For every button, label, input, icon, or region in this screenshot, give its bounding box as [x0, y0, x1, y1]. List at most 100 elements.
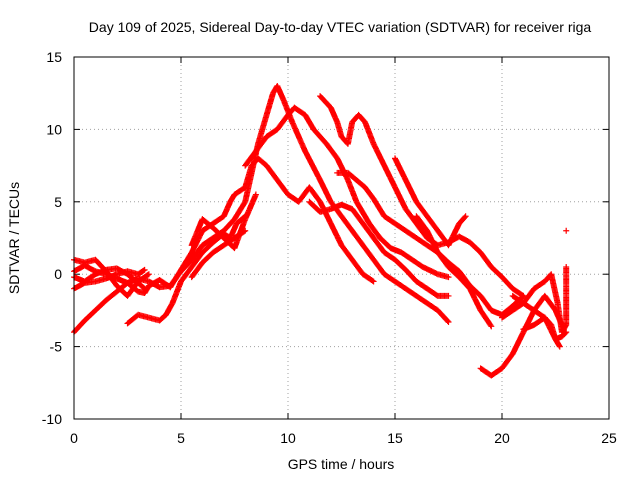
data-point — [135, 267, 147, 278]
data-point — [381, 162, 398, 190]
data-point — [402, 285, 419, 299]
data-point — [81, 308, 98, 324]
data-point — [355, 111, 368, 125]
series-track-18 — [520, 314, 570, 343]
data-point — [445, 221, 462, 249]
data-point — [499, 274, 515, 291]
data-point — [413, 292, 430, 306]
data-point — [362, 184, 376, 201]
data-point — [349, 256, 366, 277]
data-point — [317, 177, 334, 204]
data-point — [274, 82, 287, 103]
data-point — [370, 256, 387, 277]
data-point — [477, 307, 494, 329]
x-tick-label: 5 — [177, 430, 185, 446]
data-point — [548, 321, 559, 342]
data-point — [466, 285, 484, 313]
data-point — [210, 224, 226, 241]
data-point — [334, 119, 345, 139]
data-point — [563, 227, 570, 234]
data-point — [188, 217, 205, 249]
data-point — [178, 265, 194, 285]
data-point — [227, 192, 237, 205]
data-point — [188, 260, 205, 281]
data-point — [392, 278, 408, 291]
series-track-5 — [71, 265, 148, 292]
data-point — [419, 263, 440, 277]
data-point — [242, 192, 259, 223]
data-point — [220, 235, 237, 249]
data-point — [353, 198, 372, 226]
data-point — [306, 184, 323, 204]
data-point — [381, 271, 397, 284]
data-point — [291, 104, 308, 118]
data-point — [359, 242, 376, 262]
data-point — [456, 214, 468, 227]
data-point — [103, 289, 119, 304]
data-point — [466, 239, 483, 255]
data-point — [263, 127, 280, 140]
data-point — [424, 285, 440, 299]
data-point — [167, 268, 184, 291]
data-point — [531, 279, 547, 292]
data-point — [263, 91, 276, 118]
data-point — [349, 227, 366, 248]
data-point — [338, 213, 355, 233]
data-point — [156, 312, 169, 324]
data-point — [344, 177, 359, 204]
series-track-9 — [242, 104, 452, 281]
data-point — [113, 265, 130, 277]
x-tick-label: 15 — [387, 430, 403, 446]
data-point — [289, 119, 308, 153]
data-point — [274, 177, 291, 197]
data-point — [178, 250, 194, 273]
data-point — [413, 198, 430, 219]
data-point — [92, 298, 109, 314]
data-point — [188, 250, 205, 270]
data-point — [477, 249, 494, 269]
data-point — [113, 282, 130, 298]
data-point — [413, 220, 430, 240]
plot-frame — [73, 56, 610, 420]
data-point — [135, 279, 147, 291]
axis-ticks — [73, 56, 610, 420]
data-point — [141, 266, 148, 273]
data-point — [499, 308, 515, 321]
data-point — [402, 206, 419, 226]
data-point — [349, 206, 366, 226]
data-point — [359, 271, 376, 284]
x-tick-label: 25 — [601, 430, 617, 446]
data-point — [199, 240, 216, 256]
data-point — [462, 213, 469, 220]
data-point — [477, 292, 494, 313]
data-point — [424, 213, 440, 233]
series-track-13 — [392, 155, 469, 249]
data-point — [488, 323, 495, 330]
data-point — [242, 149, 259, 169]
data-point — [434, 249, 451, 269]
x-tick-label: 0 — [70, 430, 78, 446]
data-point — [295, 185, 312, 205]
data-point — [554, 300, 565, 334]
series-track-6 — [124, 213, 249, 327]
data-point — [531, 315, 547, 328]
data-point — [541, 292, 558, 313]
data-point — [310, 126, 329, 146]
series-track-17 — [499, 263, 570, 336]
data-point — [563, 329, 570, 336]
data-point — [323, 140, 340, 161]
x-axis-label: GPS time / hours — [288, 456, 395, 472]
data-point — [509, 330, 526, 357]
data-point — [392, 256, 408, 272]
data-point — [370, 140, 387, 168]
y-tick-label: 15 — [46, 49, 62, 65]
data-point — [402, 227, 419, 241]
data-point — [255, 155, 269, 168]
data-point — [558, 322, 569, 336]
data-point — [163, 301, 175, 318]
series-outlier — [563, 227, 570, 234]
data-point — [252, 191, 259, 198]
data-series — [71, 82, 570, 379]
data-point — [402, 177, 419, 204]
y-tick-label: 5 — [54, 194, 62, 210]
